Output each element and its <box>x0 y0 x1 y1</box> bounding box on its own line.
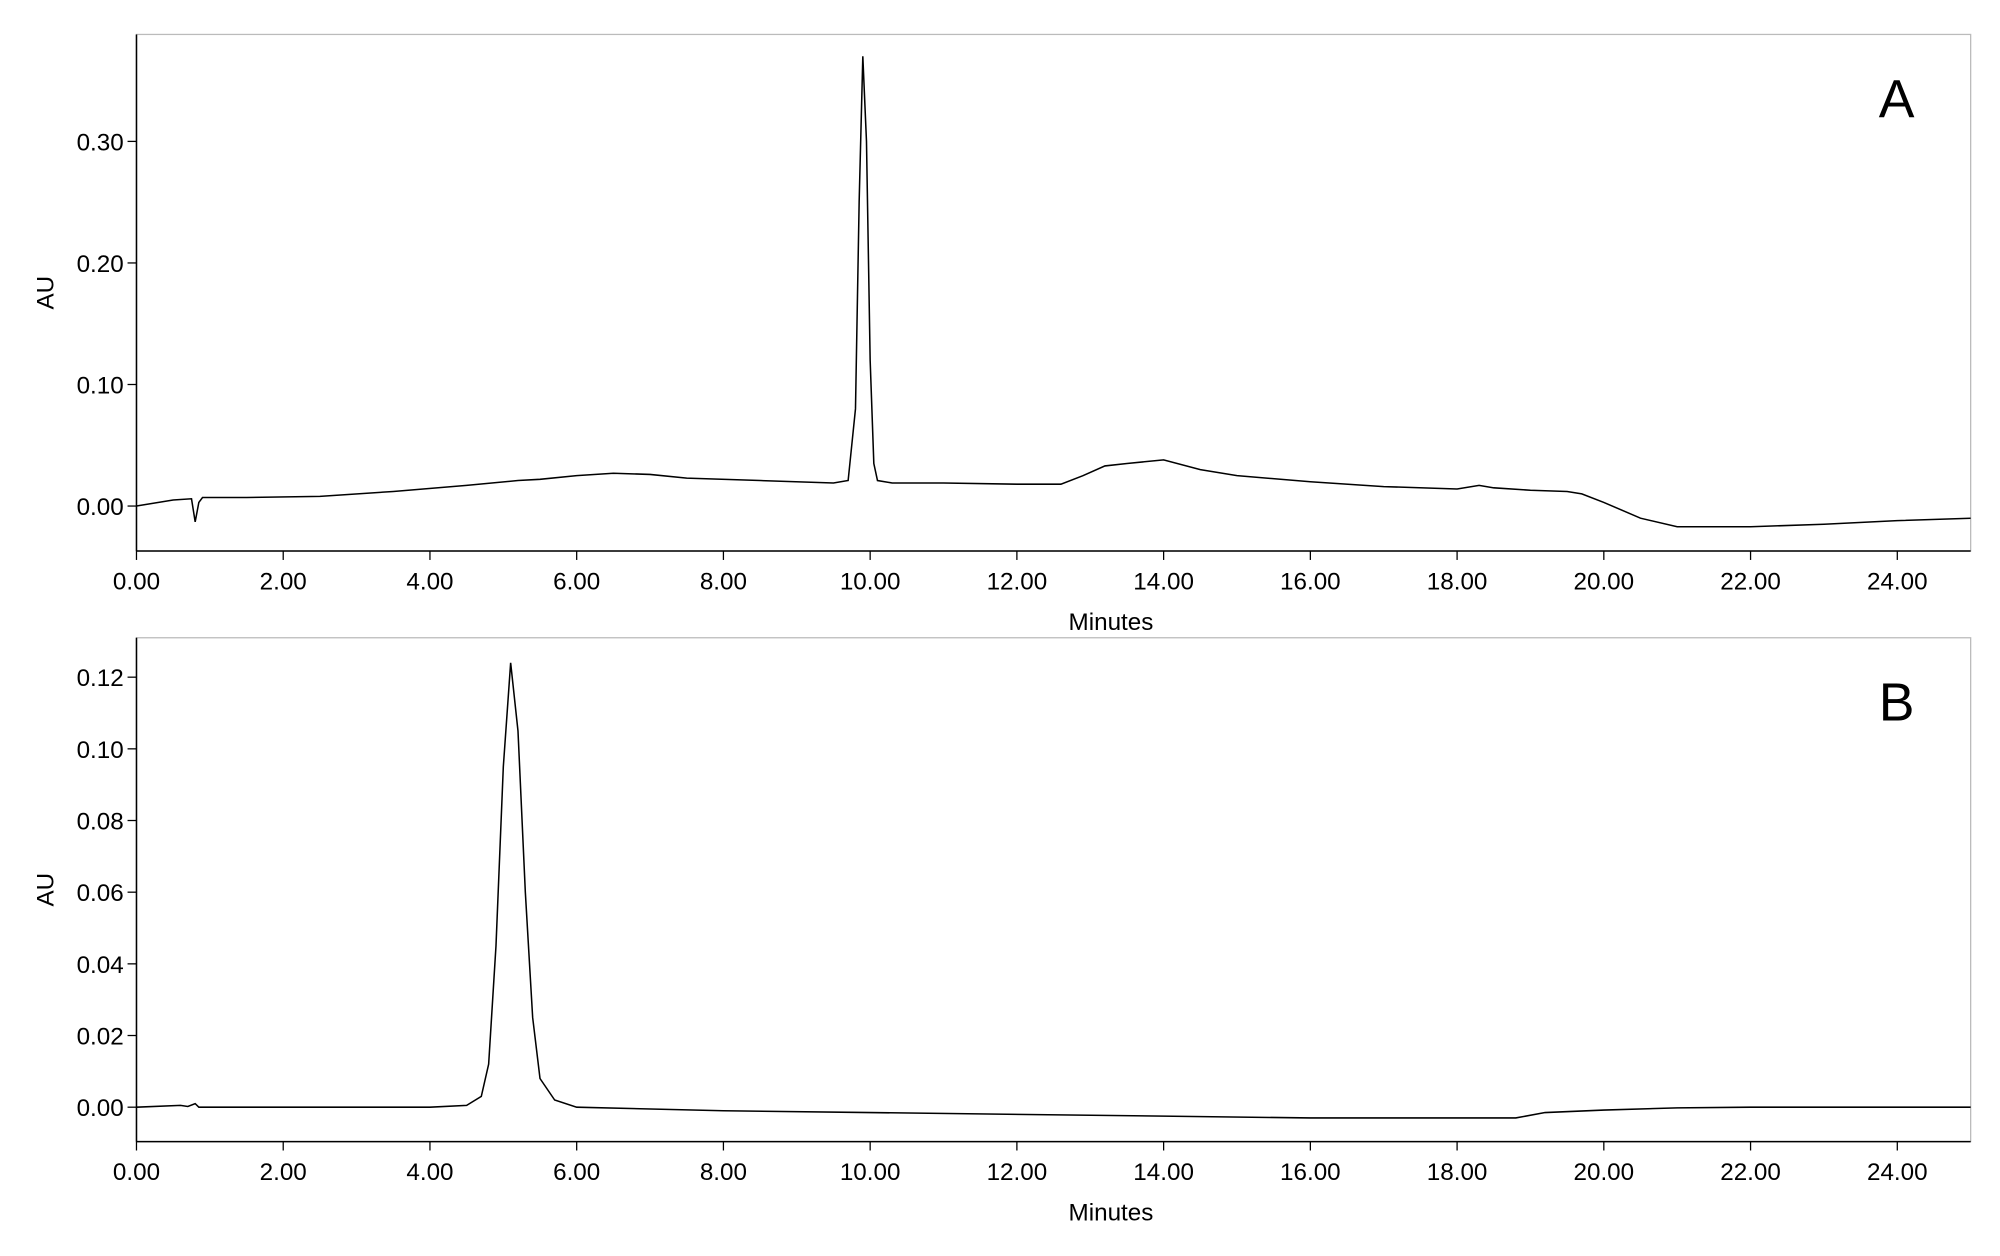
x-tick-label: 8.00 <box>700 568 747 595</box>
panel-annotation: B <box>1879 674 1915 733</box>
x-tick-label: 12.00 <box>987 568 1048 595</box>
x-tick-label: 0.00 <box>113 1159 160 1186</box>
x-tick-label: 18.00 <box>1427 568 1488 595</box>
plot-frame <box>135 33 1972 552</box>
plot-frame <box>135 637 1972 1143</box>
x-tick-label: 10.00 <box>840 568 901 595</box>
y-tick-label: 0.12 <box>77 665 124 692</box>
x-tick-label: 14.00 <box>1133 1159 1194 1186</box>
y-tick-label: 0.04 <box>77 952 124 979</box>
x-tick-label: 18.00 <box>1427 1159 1488 1186</box>
panel-annotation: A <box>1879 70 1915 129</box>
y-tick-label: 0.10 <box>77 372 124 399</box>
y-tick-label: 0.06 <box>77 880 124 907</box>
y-tick-label: 0.10 <box>77 737 124 764</box>
x-tick-label: 22.00 <box>1720 1159 1781 1186</box>
x-tick-label: 24.00 <box>1867 568 1928 595</box>
y-tick-label: 0.08 <box>77 808 124 835</box>
y-tick-label: 0.02 <box>77 1023 124 1050</box>
x-tick-label: 20.00 <box>1574 1159 1635 1186</box>
x-tick-label: 16.00 <box>1280 568 1341 595</box>
x-tick-label: 8.00 <box>700 1159 747 1186</box>
chromatogram-line <box>136 56 1971 528</box>
x-tick-label: 10.00 <box>840 1159 901 1186</box>
x-tick-label: 6.00 <box>553 1159 600 1186</box>
y-tick-label: 0.20 <box>77 251 124 278</box>
x-tick-label: 22.00 <box>1720 568 1781 595</box>
y-axis-label: AU <box>33 873 60 907</box>
x-tick-label: 2.00 <box>260 1159 307 1186</box>
x-tick-label: 14.00 <box>1133 568 1194 595</box>
x-tick-label: 4.00 <box>406 568 453 595</box>
x-tick-label: 24.00 <box>1867 1159 1928 1186</box>
x-tick-label: 2.00 <box>260 568 307 595</box>
chromatogram-line <box>136 662 1971 1119</box>
x-tick-label: 0.00 <box>113 568 160 595</box>
y-tick-label: 0.00 <box>77 494 124 521</box>
x-tick-label: 6.00 <box>553 568 600 595</box>
y-axis-label: AU <box>33 276 60 310</box>
x-tick-label: 12.00 <box>987 1159 1048 1186</box>
y-tick-label: 0.00 <box>77 1095 124 1122</box>
x-tick-label: 4.00 <box>406 1159 453 1186</box>
x-tick-label: 16.00 <box>1280 1159 1341 1186</box>
x-axis-label: Minutes <box>1069 1200 1154 1227</box>
x-tick-label: 20.00 <box>1574 568 1635 595</box>
y-tick-label: 0.30 <box>77 129 124 156</box>
x-axis-label: Minutes <box>1069 609 1154 636</box>
